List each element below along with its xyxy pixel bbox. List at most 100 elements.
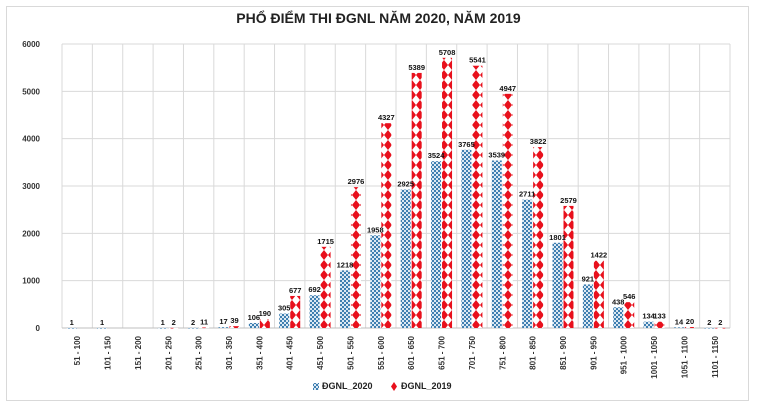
bar-2020	[248, 322, 259, 328]
data-label-2020: 14	[675, 317, 684, 326]
x-tick-label: 251 - 300	[195, 335, 204, 369]
x-tick-label: 51 - 100	[73, 335, 82, 365]
data-label-2020: 1	[70, 318, 74, 327]
y-tick-label: 5000	[22, 87, 40, 96]
bar-2020	[400, 189, 411, 328]
bar-2019	[411, 72, 422, 328]
data-label-2019: 5708	[439, 48, 456, 57]
bar-2020	[279, 313, 290, 328]
y-tick-label: 1000	[22, 277, 40, 286]
x-tick-label: 801 - 850	[529, 335, 538, 369]
data-label-2019: 5389	[408, 63, 425, 72]
bars	[66, 57, 726, 329]
bar-2019	[259, 319, 270, 328]
bar-2019	[381, 123, 392, 329]
bar-2019	[563, 205, 574, 328]
bar-2020	[552, 242, 563, 328]
data-label-2020: 921	[582, 274, 595, 283]
data-label-2020: 692	[308, 285, 321, 294]
bar-2019	[533, 147, 544, 328]
data-label-2019: 546	[623, 292, 636, 301]
bar-2020	[218, 327, 229, 328]
bar-2020	[491, 160, 502, 328]
data-label-2019: 190	[259, 309, 272, 318]
y-tick-label: 3000	[22, 182, 40, 191]
data-label-2019: 20	[686, 317, 694, 326]
data-label-2019: 133	[653, 312, 666, 321]
data-label-2020: 2925	[397, 180, 414, 189]
data-label-2019: 1422	[591, 251, 608, 260]
x-tick-label: 151 - 200	[134, 335, 143, 369]
data-label-2020: 1	[161, 318, 165, 327]
bar-2020	[673, 327, 684, 328]
bar-2020	[461, 149, 472, 328]
bar-2019	[290, 295, 301, 328]
legend-label-2019: ĐGNL_2019	[401, 381, 452, 391]
bar-2020	[97, 327, 108, 329]
y-tick-label: 4000	[22, 135, 40, 144]
data-label-2020: 2711	[519, 190, 535, 199]
bar-2019	[229, 326, 240, 328]
x-tick-label: 351 - 400	[255, 335, 264, 369]
x-tick-label: 401 - 450	[286, 335, 295, 369]
bar-2020	[157, 327, 168, 329]
data-label-2020: 2	[707, 318, 711, 327]
x-tick-label: 201 - 250	[164, 335, 173, 369]
bar-2019	[593, 260, 604, 328]
x-tick-label: 1001 - 1050	[650, 335, 659, 378]
data-label-2020: 17	[219, 317, 227, 326]
bar-2019	[350, 187, 361, 328]
bar-2020	[582, 284, 593, 328]
data-label-2019: 2	[718, 318, 722, 327]
data-label-2019: 4947	[499, 84, 516, 93]
data-label-2019: 3822	[530, 137, 547, 146]
bar-2020	[370, 235, 381, 328]
bar-2020	[522, 199, 533, 328]
x-tick-label: 851 - 900	[559, 335, 568, 369]
chart-frame	[6, 6, 749, 401]
data-label-2020: 2	[191, 318, 195, 327]
x-tick-label: 101 - 150	[104, 335, 113, 369]
data-label-2020: 1801	[549, 233, 566, 242]
x-tick-label: 551 - 600	[377, 335, 386, 369]
x-tick-label: 1051 - 1100	[680, 335, 689, 378]
x-tick-label: 751 - 800	[498, 335, 507, 369]
data-label-2019: 2	[172, 318, 176, 327]
data-label-2020: 106	[248, 313, 261, 322]
data-label-2019: 11	[200, 317, 208, 326]
legend: ĐGNL_2020 ĐGNL_2019	[313, 381, 452, 391]
bar-2019	[168, 327, 179, 329]
data-label-2020: 3539	[488, 150, 505, 159]
x-tick-label: 301 - 350	[225, 335, 234, 369]
chart-title: PHỔ ĐIỂM THI ĐGNL NĂM 2020, NĂM 2019	[236, 10, 521, 26]
data-label-2020: 3765	[458, 140, 475, 149]
y-tick-label: 0	[36, 324, 41, 333]
legend-marker-2020	[313, 383, 319, 390]
x-tick-label: 701 - 750	[468, 335, 477, 369]
y-axis-ticks: 0 1000 2000 3000 4000 5000 6000	[22, 40, 40, 333]
data-label-2020: 134	[642, 312, 655, 321]
x-tick-label: 951 - 1000	[620, 335, 629, 374]
bar-2019	[715, 327, 726, 329]
data-label-2020: 3524	[428, 151, 446, 160]
data-label-2019: 677	[289, 286, 302, 295]
x-tick-label: 901 - 950	[589, 335, 598, 369]
data-label-2019: 5541	[469, 56, 486, 65]
x-tick-label: 451 - 500	[316, 335, 325, 369]
bar-2019	[502, 93, 513, 328]
bar-2020	[431, 161, 442, 328]
legend-label-2020: ĐGNL_2020	[322, 381, 373, 391]
bar-2020	[188, 327, 199, 329]
data-label-2020: 1218	[337, 260, 354, 269]
gridlines	[61, 43, 731, 329]
data-label-2020: 438	[612, 297, 625, 306]
bar-2019	[472, 65, 483, 328]
y-tick-label: 2000	[22, 229, 40, 238]
data-label-2019: 2976	[348, 177, 365, 186]
bar-2020	[613, 307, 624, 328]
bar-2020	[309, 295, 320, 328]
bar-2020	[339, 270, 350, 328]
y-tick-label: 6000	[22, 40, 40, 49]
